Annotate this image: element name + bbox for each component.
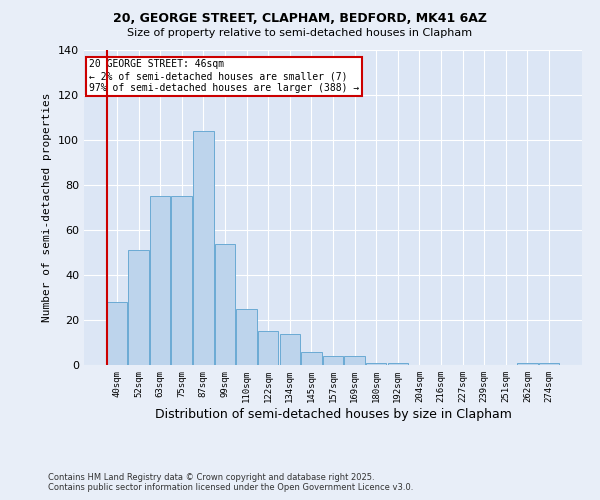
Bar [301,352,322,365]
Bar [236,308,257,365]
Text: Contains HM Land Registry data © Crown copyright and database right 2025.
Contai: Contains HM Land Registry data © Crown c… [48,473,413,492]
Text: 20 GEORGE STREET: 46sqm
← 2% of semi-detached houses are smaller (7)
97% of semi: 20 GEORGE STREET: 46sqm ← 2% of semi-det… [89,60,359,92]
Bar [128,250,149,365]
Bar [280,334,300,365]
X-axis label: Distribution of semi-detached houses by size in Clapham: Distribution of semi-detached houses by … [155,408,511,420]
Text: 20, GEORGE STREET, CLAPHAM, BEDFORD, MK41 6AZ: 20, GEORGE STREET, CLAPHAM, BEDFORD, MK4… [113,12,487,26]
Bar [172,196,192,365]
Bar [366,363,386,365]
Bar [258,331,278,365]
Bar [215,244,235,365]
Bar [323,356,343,365]
Bar [344,356,365,365]
Y-axis label: Number of semi-detached properties: Number of semi-detached properties [43,93,52,322]
Text: Size of property relative to semi-detached houses in Clapham: Size of property relative to semi-detach… [127,28,473,38]
Bar [107,302,127,365]
Bar [150,196,170,365]
Bar [539,363,559,365]
Bar [193,131,214,365]
Bar [388,363,408,365]
Bar [517,363,538,365]
